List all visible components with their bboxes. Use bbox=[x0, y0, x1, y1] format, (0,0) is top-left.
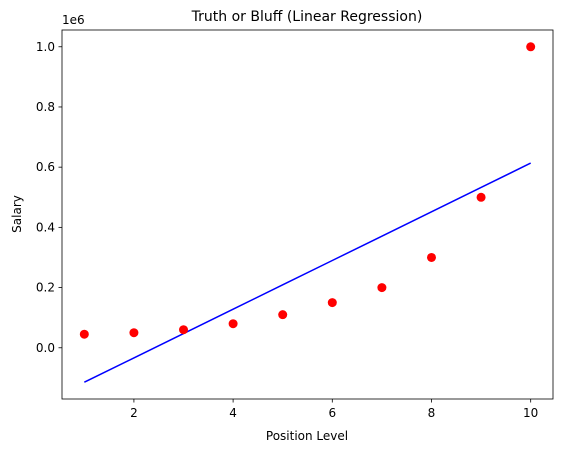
scatter-point bbox=[228, 319, 238, 329]
scatter-point bbox=[179, 325, 189, 335]
scatter-point bbox=[327, 298, 337, 308]
y-offset-label: 1e6 bbox=[62, 13, 85, 27]
scatter-point bbox=[426, 252, 436, 262]
y-axis-label: Salary bbox=[10, 195, 24, 233]
y-tick-label: 0.6 bbox=[36, 160, 55, 174]
y-tick-label: 1.0 bbox=[36, 40, 55, 54]
x-tick-label: 8 bbox=[428, 406, 436, 420]
chart-title: Truth or Bluff (Linear Regression) bbox=[191, 9, 423, 25]
y-tick-label: 0.8 bbox=[36, 100, 55, 114]
scatter-point bbox=[476, 192, 486, 202]
y-tick-label: 0.4 bbox=[36, 220, 55, 234]
plot-frame bbox=[61, 29, 554, 400]
regression-line bbox=[83, 162, 532, 383]
x-tick-label: 10 bbox=[523, 406, 538, 420]
scatter-point bbox=[377, 283, 387, 293]
scatter-point bbox=[129, 328, 139, 338]
scatter-point bbox=[79, 329, 89, 339]
x-axis-label: Position Level bbox=[266, 429, 348, 443]
scatter-point bbox=[278, 310, 288, 320]
y-tick-label: 0.2 bbox=[36, 281, 55, 295]
scatter-point bbox=[526, 42, 536, 52]
x-tick-label: 6 bbox=[328, 406, 336, 420]
y-tick-label: 0.0 bbox=[36, 341, 55, 355]
x-tick-label: 2 bbox=[130, 406, 138, 420]
x-tick-label: 4 bbox=[229, 406, 237, 420]
